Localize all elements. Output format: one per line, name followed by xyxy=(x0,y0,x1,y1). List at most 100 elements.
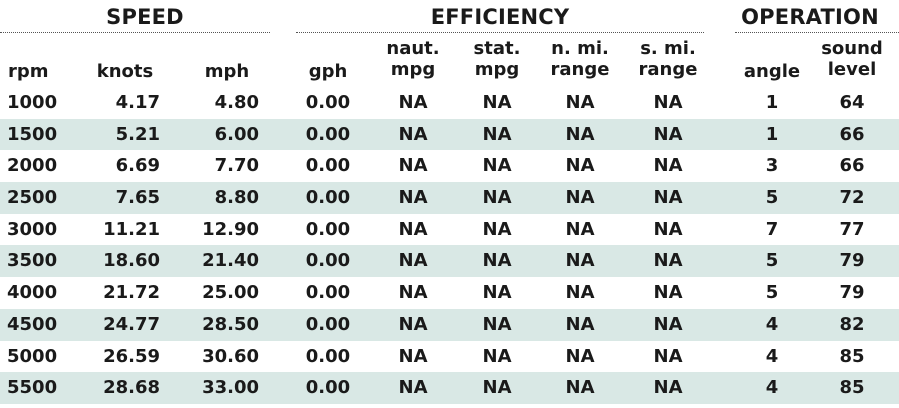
cell-sound: 66 xyxy=(839,155,865,177)
cell-sound: 66 xyxy=(839,123,865,145)
cell-naut-mpg: NA xyxy=(398,187,428,209)
cell-angle: 5 xyxy=(765,282,779,304)
cell-angle: 5 xyxy=(765,250,779,272)
cell-s-range: NA xyxy=(653,92,683,113)
cell-s-range: NA xyxy=(653,218,683,240)
cell-naut-mpg: NA xyxy=(398,155,428,177)
column-header-s-mi-range-line2: range xyxy=(638,59,698,80)
group-divider-efficiency xyxy=(296,32,704,33)
column-header-s-mi-range: s. mi. range xyxy=(628,38,708,80)
cell-rpm: 3500 xyxy=(7,250,58,272)
table-row: 2000 6.69 7.70 0.00 NA NA NA NA 3 66 xyxy=(0,150,899,182)
cell-sound: 85 xyxy=(839,345,865,367)
cell-n-range: NA xyxy=(565,282,595,304)
cell-s-range: NA xyxy=(653,313,683,335)
cell-stat-mpg: NA xyxy=(482,155,512,177)
cell-rpm: 1000 xyxy=(7,92,58,113)
group-heading-efficiency: EFFICIENCY xyxy=(430,5,570,29)
data-table-body: 1000 4.17 4.80 0.00 NA NA NA NA 1 64 1500 5.21 6.00 0… xyxy=(0,87,899,404)
cell-s-range: NA xyxy=(653,187,683,209)
cell-knots: 21.72 xyxy=(103,282,160,304)
cell-n-range: NA xyxy=(565,187,595,209)
cell-n-range: NA xyxy=(565,377,595,399)
cell-s-range: NA xyxy=(653,377,683,399)
cell-mph: 7.70 xyxy=(214,155,259,177)
table-row: 1500 5.21 6.00 0.00 NA NA NA NA 1 66 xyxy=(0,118,899,151)
cell-s-range: NA xyxy=(653,155,683,177)
cell-rpm: 5000 xyxy=(7,345,58,367)
cell-gph: 0.00 xyxy=(305,377,351,399)
cell-n-range: NA xyxy=(565,123,595,145)
cell-stat-mpg: NA xyxy=(482,250,512,272)
cell-stat-mpg: NA xyxy=(482,187,512,209)
cell-sound: 72 xyxy=(839,187,865,209)
cell-rpm: 4000 xyxy=(7,282,58,304)
cell-stat-mpg: NA xyxy=(482,313,512,335)
cell-knots: 4.17 xyxy=(115,92,160,113)
cell-stat-mpg: NA xyxy=(482,123,512,145)
cell-stat-mpg: NA xyxy=(482,92,512,113)
cell-naut-mpg: NA xyxy=(398,377,428,399)
cell-rpm: 1500 xyxy=(7,123,58,145)
cell-rpm: 3000 xyxy=(7,218,58,240)
cell-s-range: NA xyxy=(653,282,683,304)
table-row: 5000 26.59 30.60 0.00 NA NA NA NA 4 85 xyxy=(0,341,899,373)
column-header-stat-mpg: stat. mpg xyxy=(460,38,534,80)
cell-stat-mpg: NA xyxy=(482,282,512,304)
cell-mph: 21.40 xyxy=(202,250,259,272)
cell-sound: 64 xyxy=(839,92,865,113)
table-row: 4500 24.77 28.50 0.00 NA NA NA NA 4 82 xyxy=(0,308,899,341)
column-header-angle: angle xyxy=(743,61,801,82)
column-header-naut-mpg: naut. mpg xyxy=(376,38,450,80)
cell-n-range: NA xyxy=(565,155,595,177)
cell-sound: 82 xyxy=(839,313,865,335)
group-heading-speed: SPEED xyxy=(106,5,184,29)
cell-mph: 4.80 xyxy=(214,92,259,113)
cell-knots: 6.69 xyxy=(115,155,160,177)
cell-sound: 79 xyxy=(839,282,865,304)
column-header-gph: gph xyxy=(308,61,348,82)
cell-angle: 4 xyxy=(765,313,779,335)
cell-gph: 0.00 xyxy=(305,250,351,272)
cell-naut-mpg: NA xyxy=(398,218,428,240)
cell-knots: 18.60 xyxy=(103,250,160,272)
cell-mph: 28.50 xyxy=(202,313,259,335)
cell-naut-mpg: NA xyxy=(398,250,428,272)
cell-knots: 24.77 xyxy=(103,313,160,335)
column-header-rpm: rpm xyxy=(8,61,49,82)
cell-angle: 4 xyxy=(765,377,779,399)
cell-gph: 0.00 xyxy=(305,313,351,335)
cell-n-range: NA xyxy=(565,345,595,367)
cell-naut-mpg: NA xyxy=(398,313,428,335)
column-header-n-mi-range-line2: range xyxy=(550,59,610,80)
column-header-stat-mpg-line1: stat. xyxy=(473,38,521,59)
column-header-stat-mpg-line2: mpg xyxy=(474,59,520,80)
cell-sound: 85 xyxy=(839,377,865,399)
cell-n-range: NA xyxy=(565,313,595,335)
cell-mph: 12.90 xyxy=(202,218,259,240)
column-header-n-mi-range: n. mi. range xyxy=(540,38,620,80)
cell-knots: 11.21 xyxy=(103,218,160,240)
cell-n-range: NA xyxy=(565,250,595,272)
cell-sound: 77 xyxy=(839,218,865,240)
cell-s-range: NA xyxy=(653,345,683,367)
cell-angle: 1 xyxy=(765,123,779,145)
cell-knots: 7.65 xyxy=(115,187,160,209)
column-header-naut-mpg-line2: mpg xyxy=(390,59,436,80)
group-divider-operation xyxy=(735,32,899,33)
cell-mph: 25.00 xyxy=(202,282,259,304)
cell-rpm: 2000 xyxy=(7,155,58,177)
cell-gph: 0.00 xyxy=(305,218,351,240)
column-header-naut-mpg-line1: naut. xyxy=(386,38,440,59)
column-header-n-mi-range-line1: n. mi. xyxy=(551,38,609,59)
cell-gph: 0.00 xyxy=(305,187,351,209)
table-row: 4000 21.72 25.00 0.00 NA NA NA NA 5 79 xyxy=(0,277,899,309)
column-header-mph: mph xyxy=(204,61,250,82)
cell-angle: 7 xyxy=(765,218,779,240)
cell-knots: 26.59 xyxy=(103,345,160,367)
cell-stat-mpg: NA xyxy=(482,345,512,367)
cell-mph: 6.00 xyxy=(214,123,259,145)
cell-knots: 28.68 xyxy=(103,377,160,399)
group-heading-operation: OPERATION xyxy=(741,5,879,29)
table-row: 2500 7.65 8.80 0.00 NA NA NA NA 5 72 xyxy=(0,182,899,214)
